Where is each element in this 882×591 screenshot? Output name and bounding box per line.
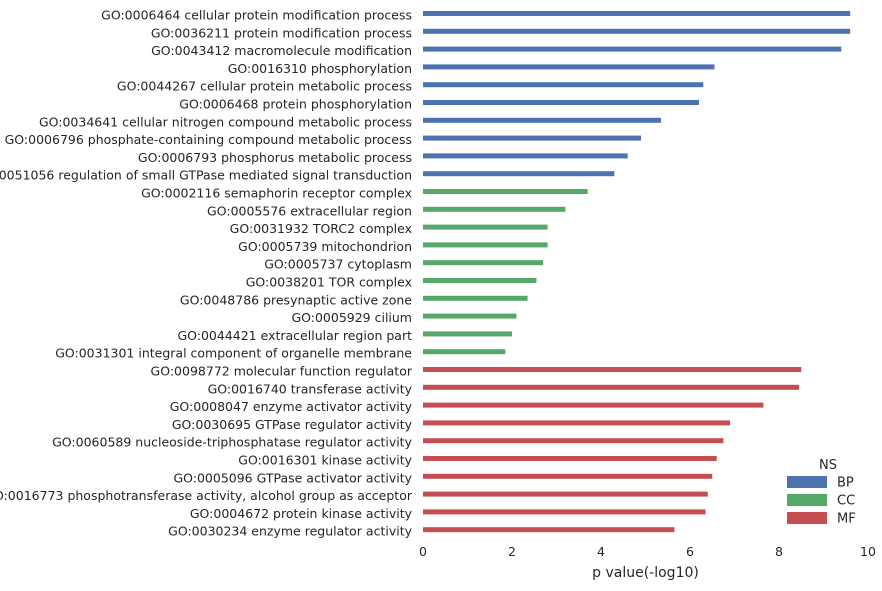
bar-bp [423,28,851,34]
y-tick-label: GO:0016773 phosphotransferase activity, … [0,488,413,503]
x-tick-label: 2 [508,544,516,559]
bar-mf [423,367,802,372]
y-tick-label: GO:0031301 integral component of organel… [55,346,412,361]
bar-cc [423,295,528,301]
bar-cc [423,331,512,337]
bar-bp [423,153,628,159]
bar-mf [423,456,717,461]
bar-mf [423,527,675,533]
y-tick-label: GO:0051056 regulation of small GTPase me… [0,168,412,183]
y-tick-label: GO:0098772 molecular function regulator [151,364,413,379]
x-tick-labels: 0 2 4 6 8 10 [419,544,876,559]
bar-bp [423,135,642,141]
bar-cc [423,189,588,194]
x-tick-label: 0 [419,544,427,559]
y-tick-label: GO:0016301 kinase activity [238,453,412,468]
bar-bp [423,117,662,123]
bar-bp [423,46,842,52]
bar-cc [423,313,517,319]
bar-cc [423,206,566,212]
bar-bp [423,100,699,105]
y-tick-label: GO:0005096 GTPase activator activity [173,470,412,485]
y-tick-label: GO:0005929 cilium [291,310,412,325]
legend-label-bp: BP [837,476,854,491]
legend-title: NS [819,458,837,473]
x-axis-label: p value(-log10) [592,565,699,581]
y-tick-label: GO:0034641 cellular nitrogen compound me… [39,114,412,129]
y-tick-label: GO:0016310 phosphorylation [228,61,412,76]
x-tick-label: 4 [597,544,605,559]
legend-swatch-mf [787,512,827,524]
bar-cc [423,278,537,283]
y-tick-label: GO:0030695 GTPase regulator activity [172,417,413,432]
bar-bp [423,82,704,88]
legend-label-mf: MF [837,512,856,527]
y-tick-label: GO:0060589 nucleoside-triphosphatase reg… [52,435,412,450]
y-tick-label: GO:0043412 macromolecule modification [151,43,412,58]
y-tick-label: GO:0036211 protein modification process [151,25,412,40]
y-tick-label: GO:0005576 extracellular region [207,203,412,218]
y-tick-label: GO:0002116 semaphorin receptor complex [141,186,412,201]
y-tick-label: GO:0044267 cellular protein metabolic pr… [117,79,412,94]
bar-cc [423,242,548,248]
y-tick-label: GO:0006468 protein phosphorylation [179,97,412,112]
bar-mf [423,402,764,408]
bar-cc [423,349,506,355]
y-tick-label: GO:0006793 phosphorus metabolic process [138,150,412,165]
y-tick-labels: GO:0006464 cellular protein modification… [0,8,413,539]
y-tick-label: GO:0031932 TORC2 complex [230,221,412,236]
y-tick-label: GO:0005739 mitochondrion [238,239,412,254]
y-tick-label: GO:0008047 enzyme activator activity [170,399,413,414]
bar-cc [423,260,544,266]
x-tick-label: 8 [775,544,783,559]
bar-mf [423,420,731,426]
y-tick-label: GO:0004672 protein kinase activity [190,506,413,521]
bar-mf [423,384,800,390]
y-tick-label: GO:0038201 TOR complex [246,275,412,290]
bar-mf [423,509,706,515]
legend-swatch-cc [787,494,827,506]
bar-bp [423,171,615,177]
bar-mf [423,438,724,444]
bar-mf [423,491,708,497]
y-tick-label: GO:0016740 transferase activity [208,381,413,396]
x-tick-label: 10 [860,544,876,559]
legend-swatch-bp [787,476,827,488]
y-tick-label: GO:0044421 extracellular region part [177,328,412,343]
bar-cc [423,224,548,230]
y-tick-label: GO:0030234 enzyme regulator activity [168,524,412,539]
bar-mf [423,473,713,479]
y-tick-label: GO:0006796 phosphate-containing compound… [5,132,412,147]
x-tick-label: 6 [686,544,694,559]
legend-label-cc: CC [837,494,855,509]
y-tick-label: GO:0006464 cellular protein modification… [101,8,412,23]
bar-bp [423,11,851,16]
bars-layer [423,11,851,533]
bar-bp [423,64,715,70]
y-tick-label: GO:0005737 cytoplasm [264,257,412,272]
y-tick-label: GO:0048786 presynaptic active zone [180,292,412,307]
legend: NS BP CC MF [787,458,856,527]
